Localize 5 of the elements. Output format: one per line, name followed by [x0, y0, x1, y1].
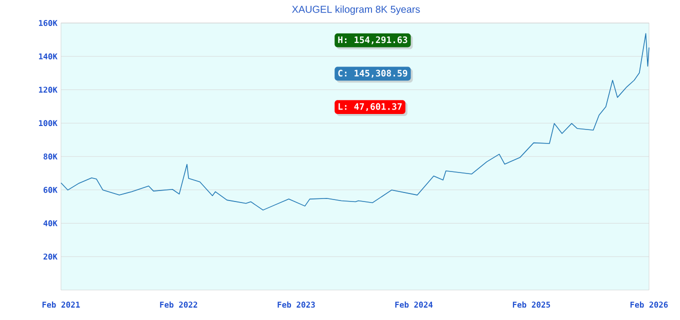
chart-title: XAUGEL kilogram 8K 5years — [292, 6, 420, 15]
line-series — [60, 33, 650, 210]
annotation: H: 154,291.63 — [338, 36, 408, 44]
annotation: L: 47,601.37 — [338, 103, 402, 112]
annotation: C: 145,308.59 — [338, 70, 408, 78]
